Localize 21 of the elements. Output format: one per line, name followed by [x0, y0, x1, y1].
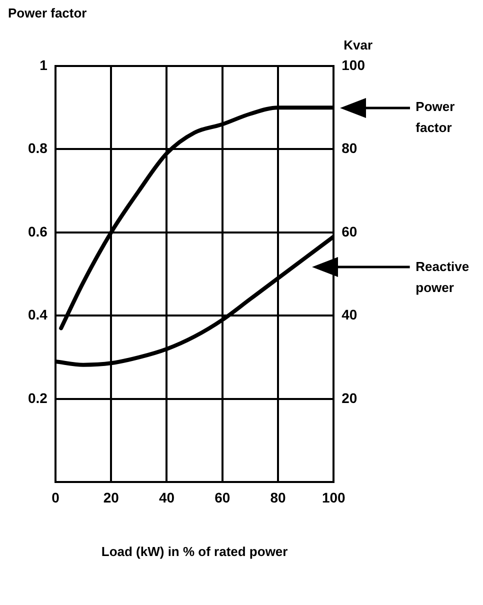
y2-tick-label: 40	[342, 306, 358, 323]
x-tick-label: 100	[322, 489, 346, 506]
text: Reactive power	[416, 259, 470, 296]
text: Power factor	[416, 99, 455, 136]
y-tick-label: 0.8	[28, 140, 48, 156]
y-tick-label: 0.2	[28, 390, 48, 406]
y-tick-label: 0.6	[28, 223, 48, 240]
x-tick-label: 80	[270, 489, 286, 506]
x-tick-label: 0	[52, 489, 60, 506]
x-tick-label: 60	[214, 489, 230, 506]
y2-tick-label: 80	[342, 140, 358, 156]
y2-tick-label: 60	[342, 223, 358, 240]
y-tick-label: 1	[40, 56, 48, 73]
y-tick-label: 0.4	[28, 306, 48, 323]
y-axis-title: Power factor	[8, 6, 87, 21]
x-axis-title: Load (kW) in % of rated power	[101, 544, 288, 559]
y2-axis-title: Kvar	[344, 38, 373, 53]
x-tick-label: 40	[158, 489, 175, 506]
y2-tick-label: 20	[342, 390, 358, 406]
x-tick-label: 20	[103, 489, 120, 506]
y2-tick-label: 100	[342, 56, 366, 73]
